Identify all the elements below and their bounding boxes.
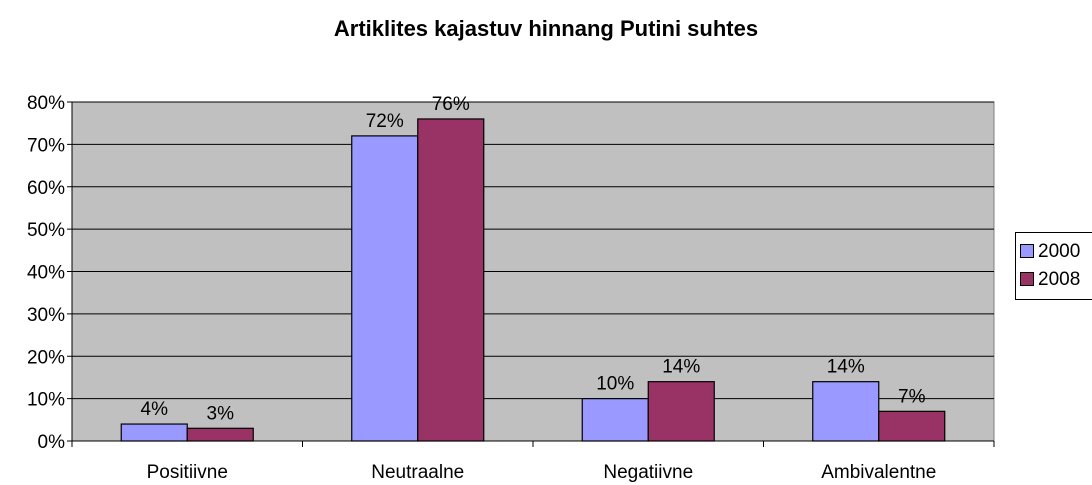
y-tick-label: 0% xyxy=(38,432,66,453)
category-label-ambivalentne: Ambivalentne xyxy=(821,462,936,483)
data-label-2000-negatiivne: 10% xyxy=(596,374,634,395)
data-label-2008-negatiivne: 14% xyxy=(662,357,700,378)
bar-2000-neutraalne xyxy=(351,135,419,442)
data-label-2000-neutraalne: 72% xyxy=(366,111,404,132)
data-label-2008-ambivalentne: 7% xyxy=(898,386,926,407)
legend-label-2008: 2008 xyxy=(1038,269,1081,290)
legend-item-2000: 2000 xyxy=(1020,241,1080,263)
bar-2008-positiivne xyxy=(186,427,254,442)
bar-2000-ambivalentne xyxy=(812,381,880,442)
y-tick-label: 70% xyxy=(27,135,65,156)
bar-2008-negatiivne xyxy=(647,381,715,442)
category-label-negatiivne: Negatiivne xyxy=(603,462,693,483)
y-tick-label: 40% xyxy=(27,263,65,284)
y-tick-label: 50% xyxy=(27,220,65,241)
bar-2000-negatiivne xyxy=(581,398,649,442)
bar-2008-neutraalne xyxy=(417,118,485,442)
legend-item-2008: 2008 xyxy=(1020,269,1080,291)
bar-2000-positiivne xyxy=(120,423,188,442)
y-tick-label: 60% xyxy=(27,178,65,199)
legend-swatch-2008 xyxy=(1020,272,1034,286)
legend: 2000 2008 xyxy=(1015,232,1092,300)
y-tick-label: 20% xyxy=(27,347,65,368)
y-tick-label: 80% xyxy=(27,93,65,114)
chart-title: Artiklites kajastuv hinnang Putini suhte… xyxy=(333,16,759,41)
category-label-neutraalne: Neutraalne xyxy=(371,462,464,483)
data-label-2000-positiivne: 4% xyxy=(141,399,169,420)
y-tick-label: 10% xyxy=(27,390,65,411)
data-label-2008-neutraalne: 76% xyxy=(432,94,470,115)
legend-swatch-2000 xyxy=(1020,244,1034,258)
data-label-2008-positiivne: 3% xyxy=(207,403,235,424)
legend-label-2000: 2000 xyxy=(1038,241,1081,262)
data-label-2000-ambivalentne: 14% xyxy=(827,357,865,378)
y-tick-label: 30% xyxy=(27,305,65,326)
category-label-positiivne: Positiivne xyxy=(147,462,228,483)
bar-2008-ambivalentne xyxy=(878,410,946,442)
